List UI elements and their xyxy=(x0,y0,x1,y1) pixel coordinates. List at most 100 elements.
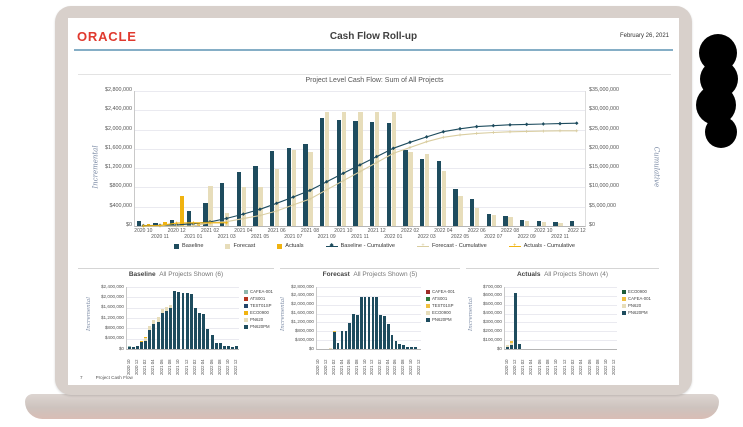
bar xyxy=(367,296,371,349)
main-legend: Baseline Forecast Actuals ◆ Baseline - Cumul… xyxy=(78,243,671,249)
bar xyxy=(341,112,346,226)
legend-item: TEST01SP xyxy=(244,303,273,308)
x-axis-tick: 2021 12 xyxy=(369,359,375,375)
x-axis-tick: 2021 10 xyxy=(334,228,353,234)
y-axis-tick-right: $0 xyxy=(589,222,595,228)
report-date: February 26, 2021 xyxy=(619,33,669,39)
legend-item: PN620PM xyxy=(622,310,651,315)
x-axis-tick: 2021 08 xyxy=(545,359,551,375)
bar xyxy=(181,292,185,349)
y-axis-tick: $2,400,000 xyxy=(101,283,124,289)
bar xyxy=(518,343,521,349)
x-axis-tick: 2022 03 xyxy=(417,234,436,240)
y-axis-tick-left: $0 xyxy=(126,222,132,228)
y-axis-tick: $1,200,000 xyxy=(291,318,314,324)
x-axis-tick: 2022 10 xyxy=(225,359,231,375)
bar xyxy=(156,321,160,349)
bar xyxy=(458,196,463,226)
bar xyxy=(356,314,359,349)
x-axis-tick: 2022 06 xyxy=(392,359,398,375)
y-axis-tick: $0 xyxy=(118,345,124,351)
y-axis-tick-right: $5,000,000 xyxy=(589,202,616,209)
bar xyxy=(324,111,330,226)
grid-line xyxy=(505,340,617,342)
y-axis-tick-left: $2,400,000 xyxy=(105,106,132,113)
bar xyxy=(274,169,280,226)
legend-item: PN620 xyxy=(244,317,273,322)
x-axis-tick: 2022 10 xyxy=(603,359,609,375)
bar xyxy=(148,329,152,349)
main-plot-area: $0 $0 $400,000 $5,000,000 $800,000 $10,000,00… xyxy=(105,87,619,239)
x-axis-tick: 2020 10 xyxy=(125,359,131,375)
grid-line xyxy=(317,287,421,288)
x-axis-tick: 2022 09 xyxy=(517,234,536,240)
legend-item: ATS001 xyxy=(244,296,273,301)
x-axis-tick: 2022 12 xyxy=(611,359,617,375)
x-axis-tick: 2022 04 xyxy=(200,359,206,375)
bar xyxy=(352,314,355,349)
x-axis-tick: 2021 01 xyxy=(184,234,203,240)
bar xyxy=(140,341,143,349)
bar xyxy=(508,216,513,226)
legend-swatch xyxy=(426,310,430,315)
bar xyxy=(214,342,218,349)
bar xyxy=(333,330,336,332)
x-axis-tick: 2021 02 xyxy=(200,228,220,234)
legend-label: Actuals xyxy=(285,243,304,249)
bar xyxy=(189,293,193,349)
y-axis-tick: $1,600,000 xyxy=(101,304,124,310)
decorative-blob xyxy=(705,116,737,148)
bar xyxy=(336,343,340,349)
bar xyxy=(148,326,152,330)
bar xyxy=(469,199,475,226)
bar xyxy=(406,346,409,349)
legend-item: ECO0900 xyxy=(426,310,455,315)
x-axis-tick: 2022 06 xyxy=(467,228,486,234)
bar xyxy=(169,307,173,349)
x-axis-tick: 2022 06 xyxy=(208,359,214,375)
legend-swatch xyxy=(244,303,248,308)
bar xyxy=(353,120,358,226)
legend-marker: + xyxy=(513,242,517,249)
grid-line xyxy=(135,91,585,92)
bar xyxy=(436,161,441,226)
bar xyxy=(379,314,382,349)
legend-label: Forecast - Cumulative xyxy=(431,243,487,249)
y-axis-tick: $600,000 xyxy=(482,292,502,298)
sub-plot-3: $0 $100,000 $200,000 $300,000 $400,000 $500,0… xyxy=(483,284,617,375)
bar xyxy=(144,337,148,341)
x-axis-tick: 2021 02 xyxy=(142,359,148,375)
main-chart-title: Project Level Cash Flow: Sum of All Proj… xyxy=(305,77,444,84)
x-axis-tick: 2022 08 xyxy=(216,359,222,375)
grid-line xyxy=(505,313,617,315)
page-number: 7 xyxy=(80,375,83,380)
oracle-logo: ORACLE xyxy=(77,29,137,44)
x-axis-tick: 2021 04 xyxy=(338,359,344,375)
legend-swatch xyxy=(277,243,283,249)
bar xyxy=(223,345,226,349)
sub-plot-2: $0 $400,000 $800,000 $1,200,000 $1,600,000 $2… xyxy=(291,284,421,375)
actuals-chart-title: Actuals All Projects Shown (4) xyxy=(516,271,609,278)
x-axis-tick: 2020 12 xyxy=(511,359,517,375)
grid-line xyxy=(317,295,421,297)
bar xyxy=(152,324,156,349)
x-axis-tick: 2021 05 xyxy=(250,234,270,240)
y-axis-tick-right: $35,000,000 xyxy=(589,87,619,93)
x-axis-tick: 2021 04 xyxy=(234,228,253,234)
y-axis-tick-left: $400,000 xyxy=(109,202,132,209)
legend-label: ECO0900 xyxy=(432,310,451,315)
legend-line: + xyxy=(416,243,429,248)
legend-swatch xyxy=(244,310,248,315)
bar xyxy=(210,334,214,349)
legend-label: CAFEA-001 xyxy=(628,296,651,301)
sub-legend-1: CAFEA-001 ATS001 TEST01SP ECO0900 PN620 PN620… xyxy=(244,289,273,331)
laptop-bezel: ORACLE Cash Flow Roll-up February 26, 20… xyxy=(55,6,692,395)
bar xyxy=(235,346,239,349)
bar xyxy=(519,220,525,226)
legend-label: PN620PM xyxy=(250,324,270,329)
x-axis-tick: 2022 08 xyxy=(400,359,406,375)
bar xyxy=(202,314,206,349)
bar xyxy=(127,346,131,347)
sub-legend-2: CAFEA-001 ATS001 TEST01SP ECO0900 PN620PM xyxy=(426,289,455,324)
bar xyxy=(160,308,164,314)
